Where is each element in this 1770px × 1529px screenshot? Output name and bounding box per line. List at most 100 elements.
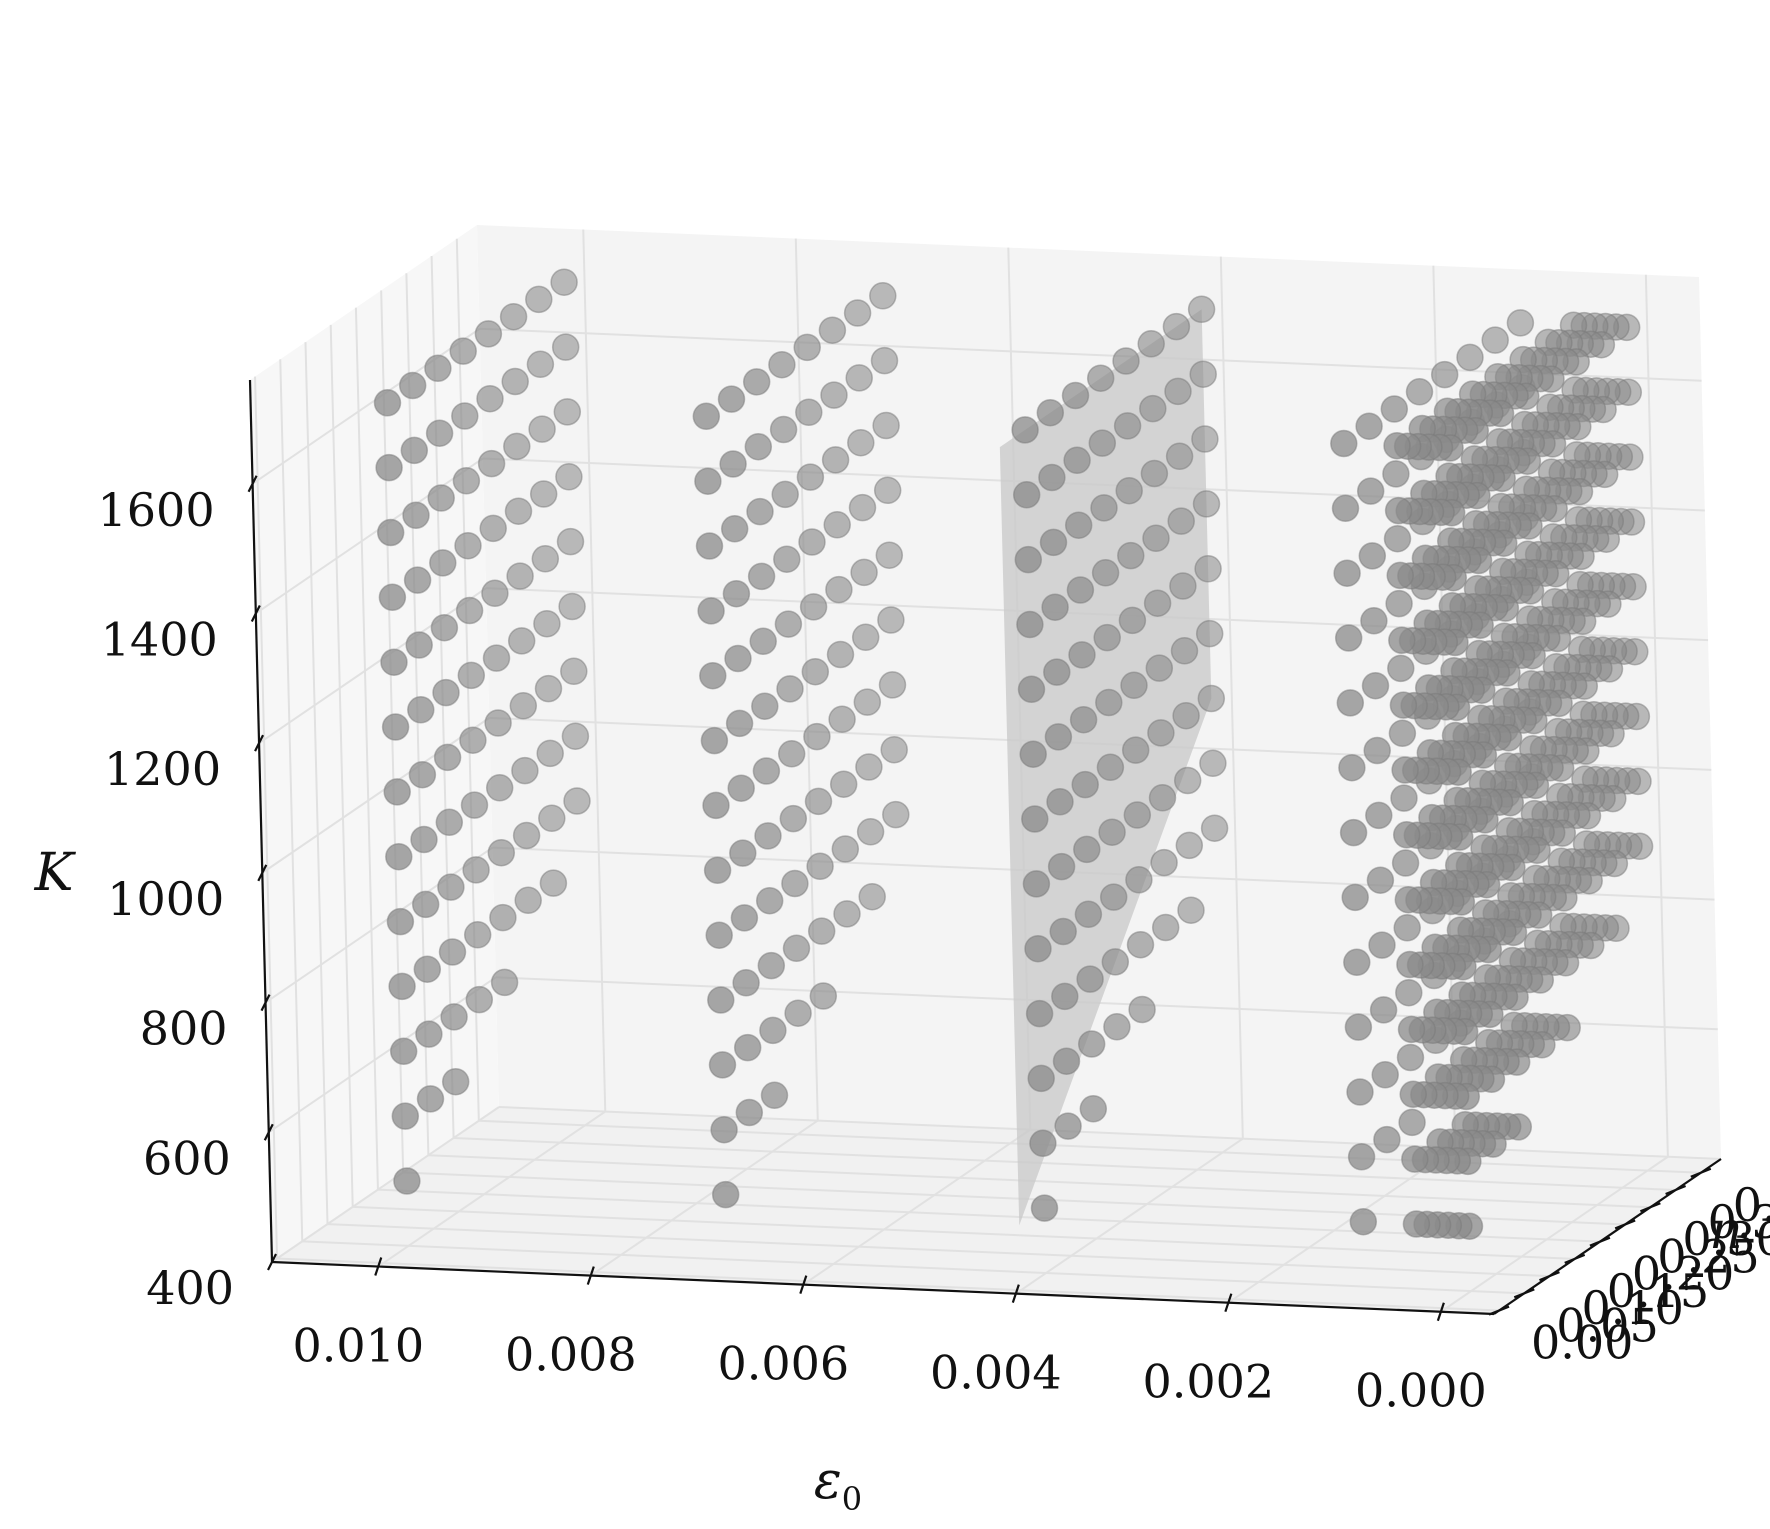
data-point	[376, 518, 405, 547]
data-point	[386, 907, 415, 936]
data-point	[1393, 914, 1421, 942]
data-point	[462, 856, 490, 884]
data-point	[1386, 561, 1414, 590]
data-point	[850, 558, 878, 587]
data-point	[1347, 1143, 1376, 1171]
data-point	[1061, 381, 1090, 410]
x-tick	[1011, 1284, 1020, 1304]
data-point	[459, 726, 487, 754]
data-point	[872, 411, 900, 440]
data-point	[781, 869, 809, 898]
data-point	[1052, 1047, 1081, 1075]
x-tick	[586, 1266, 595, 1285]
z-tick-label: 1200	[104, 742, 221, 796]
data-point	[695, 532, 724, 560]
grid-y-floor	[478, 1119, 1701, 1174]
data-point	[855, 753, 883, 781]
data-point	[509, 692, 538, 720]
y-tick-label: 0.20	[1632, 1247, 1734, 1301]
data-point	[1125, 866, 1153, 894]
data-point	[730, 904, 759, 932]
grid-x-back	[1219, 256, 1244, 1139]
data-point	[1101, 948, 1130, 976]
data-point	[1148, 784, 1177, 812]
data-point	[1396, 1043, 1425, 1072]
data-point	[460, 791, 489, 819]
data-point	[539, 869, 568, 897]
data-point	[760, 1081, 789, 1110]
data-point	[528, 415, 556, 443]
data-point	[1405, 378, 1434, 406]
data-point	[784, 999, 812, 1027]
y-tick-label: 0.30	[1682, 1212, 1770, 1266]
data-point	[424, 354, 452, 383]
data-point	[499, 302, 528, 331]
data-point	[1167, 507, 1195, 535]
y-tick	[1539, 1271, 1560, 1282]
data-point	[534, 674, 563, 703]
data-point	[1016, 610, 1044, 639]
data-point	[1506, 309, 1535, 337]
y-tick	[1614, 1219, 1636, 1230]
data-point	[1049, 917, 1077, 946]
data-point	[1344, 1013, 1373, 1041]
data-point	[1175, 831, 1204, 860]
data-point	[858, 882, 886, 911]
data-point	[1039, 528, 1068, 557]
data-point	[1177, 896, 1205, 924]
grid-x-floor	[590, 1119, 819, 1277]
data-point	[410, 825, 438, 854]
data-points	[373, 268, 1654, 1240]
data-point	[383, 778, 411, 806]
data-point	[1191, 425, 1219, 453]
data-point	[708, 1051, 737, 1079]
data-point	[463, 921, 492, 949]
data-point	[820, 381, 848, 409]
data-point	[803, 722, 831, 751]
z-tick	[260, 994, 271, 1012]
y-tick	[1639, 1202, 1661, 1213]
data-point	[479, 514, 507, 543]
data-point	[1074, 900, 1103, 929]
data-point	[1398, 1108, 1426, 1137]
data-point	[1363, 736, 1391, 765]
data-point	[705, 921, 733, 949]
data-point	[782, 934, 811, 963]
data-point	[1073, 835, 1101, 864]
grid-z-left	[261, 717, 490, 874]
data-point	[1394, 885, 1423, 914]
data-point	[435, 808, 464, 837]
data-point	[481, 579, 509, 608]
data-point	[746, 497, 774, 526]
data-point	[415, 1020, 443, 1048]
data-point	[403, 566, 432, 594]
data-point	[1172, 701, 1200, 730]
data-point	[1064, 511, 1093, 539]
data-point	[755, 886, 784, 915]
z-tick-label: 600	[143, 1131, 231, 1185]
data-point	[1380, 395, 1409, 423]
data-point	[1401, 1145, 1429, 1173]
data-point	[558, 592, 586, 621]
y-tick	[1513, 1288, 1535, 1299]
data-point	[1395, 978, 1423, 1007]
data-point	[437, 873, 465, 901]
data-point	[773, 545, 801, 573]
data-point	[506, 562, 534, 590]
data-point	[798, 528, 826, 556]
data-point	[1025, 999, 1054, 1028]
data-point	[776, 675, 804, 703]
data-point	[485, 774, 514, 802]
data-point	[457, 661, 486, 690]
z-tick	[267, 1253, 277, 1271]
data-point	[742, 368, 771, 396]
data-point	[1123, 801, 1152, 829]
data-point	[1098, 818, 1126, 846]
y-tick	[1665, 1184, 1687, 1196]
data-point	[1430, 360, 1459, 389]
data-point	[833, 900, 861, 928]
data-point	[751, 692, 779, 720]
data-point	[553, 398, 582, 426]
data-point	[433, 743, 462, 772]
data-point	[1147, 719, 1175, 747]
